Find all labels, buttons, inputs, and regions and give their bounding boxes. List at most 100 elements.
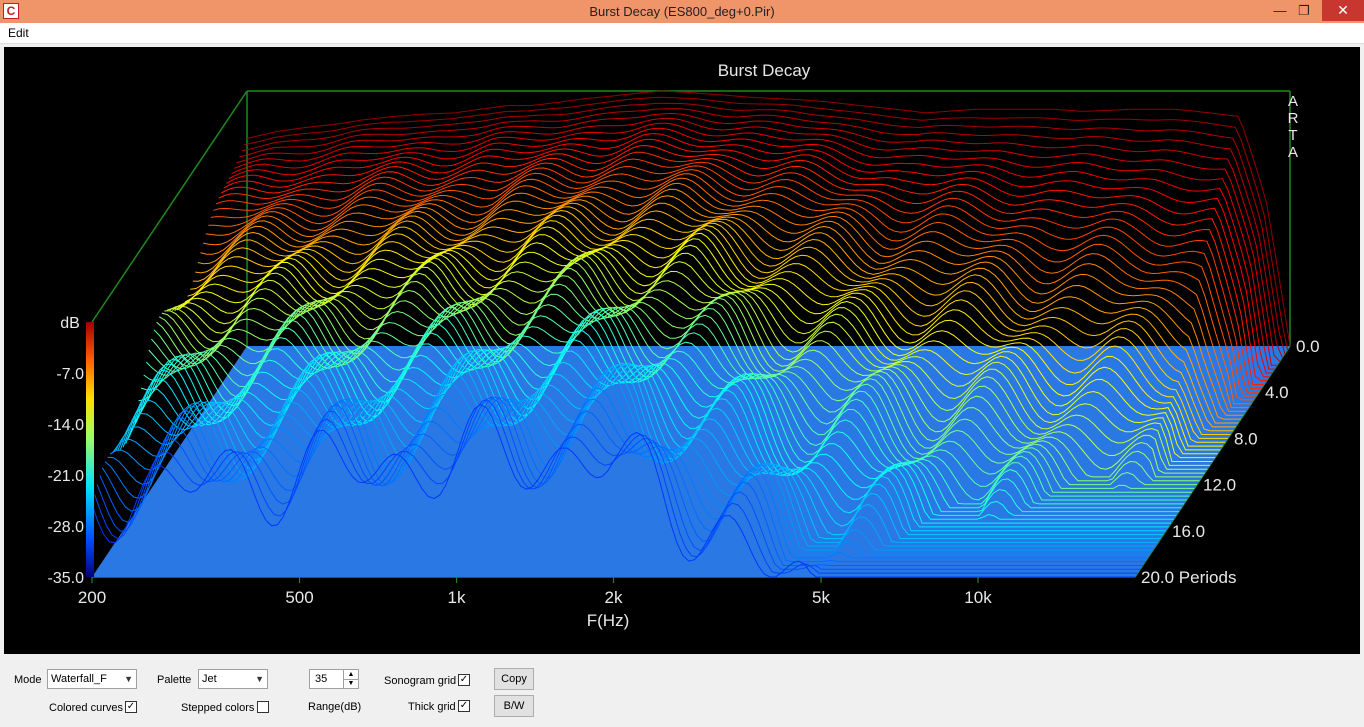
decay-slice-line [218, 151, 1262, 389]
chevron-down-icon: ▼ [124, 674, 133, 684]
x-tick-label: 10k [964, 588, 992, 607]
x-axis-ticks: 200 500 1k 2k 5k 10k [78, 577, 992, 607]
y-tick-label: -21.0 [48, 468, 85, 485]
window-title: Burst Decay (ES800_deg+0.Pir) [589, 4, 775, 19]
decay-slice-line [161, 261, 1205, 474]
mode-label: Mode [14, 674, 42, 686]
decay-slice-line [153, 283, 1197, 486]
colored-curves-label: Colored curves [49, 702, 123, 714]
x-axis-label: F(Hz) [587, 611, 629, 630]
palette-label: Palette [157, 674, 192, 686]
palette-select[interactable]: Jet ▼ [198, 669, 268, 689]
decay-slice-line [220, 144, 1265, 385]
sonogram-grid-checkbox[interactable]: ✓ [458, 674, 470, 686]
colored-curves-checkbox[interactable]: ✓ [125, 701, 137, 713]
decay-slice-line [228, 127, 1272, 374]
decay-slice-line [114, 363, 1159, 543]
mode-select[interactable]: Waterfall_F ▼ [47, 669, 137, 689]
decay-slice-line [233, 117, 1278, 366]
watermark-letter: A [1288, 144, 1298, 161]
z-tick-label: 20.0 Periods [1141, 568, 1236, 587]
thick-grid-checkbox[interactable]: ✓ [458, 700, 470, 712]
decay-slice-line [184, 220, 1228, 439]
decay-slice-line [203, 182, 1247, 412]
maximize-button[interactable]: ❐ [1298, 3, 1310, 18]
z-tick-label: 8.0 [1234, 429, 1258, 448]
stepped-colors-checkbox[interactable] [257, 701, 269, 713]
decay-slice-line [223, 138, 1267, 382]
menu-item-edit[interactable]: Edit [8, 26, 29, 40]
spin-down-icon[interactable]: ▼ [343, 679, 358, 688]
title-bar: C Burst Decay (ES800_deg+0.Pir) — ❐ ✕ [0, 0, 1364, 23]
mode-value: Waterfall_F [51, 673, 107, 685]
decay-slice-line [164, 257, 1208, 470]
decay-slice-line [226, 133, 1270, 378]
z-axis-ticks: 0.0 4.0 8.0 12.0 16.0 20.0 Periods [1141, 337, 1320, 587]
y-axis-label: dB [60, 315, 80, 332]
palette-value: Jet [202, 673, 217, 685]
chevron-down-icon: ▼ [255, 674, 264, 684]
color-scale-bar [86, 322, 94, 577]
copy-button[interactable]: Copy [494, 668, 534, 690]
close-button[interactable]: ✕ [1322, 0, 1364, 21]
z-tick-label: 4.0 [1265, 383, 1289, 402]
x-tick-label: 2k [605, 588, 623, 607]
decay-slice-line [104, 387, 1148, 559]
watermark-letter: T [1288, 127, 1297, 144]
decay-slice-line [94, 400, 1138, 574]
decay-slice-line [135, 316, 1179, 513]
decay-slice-line [246, 90, 1291, 347]
x-tick-label: 5k [812, 588, 830, 607]
y-axis-ticks: -7.0 -14.0 -21.0 -28.0 -35.0 [48, 366, 85, 587]
x-tick-label: 500 [285, 588, 313, 607]
decay-slice-line [171, 250, 1216, 459]
chart-title: Burst Decay [718, 61, 811, 80]
decay-slice-line [101, 397, 1146, 563]
decay-slice-line [210, 169, 1254, 401]
range-spinner[interactable]: 35 ▲ ▼ [309, 669, 359, 689]
y-tick-label: -35.0 [48, 570, 85, 587]
thick-grid-label: Thick grid [408, 701, 456, 713]
decay-slice-line [231, 122, 1275, 370]
decay-slice-line [143, 307, 1187, 501]
z-tick-label: 0.0 [1296, 337, 1320, 356]
stepped-colors-label: Stepped colors [181, 702, 255, 714]
decay-slice-line [117, 357, 1161, 539]
decay-slice-line [174, 244, 1218, 455]
watermark-letter: R [1288, 110, 1299, 127]
decay-slice-line [239, 108, 1283, 358]
decay-slice-line [112, 366, 1156, 547]
decay-slice-line [91, 404, 1135, 578]
decay-slice-line [176, 238, 1221, 451]
decay-curves [91, 90, 1291, 578]
z-tick-label: 16.0 [1172, 522, 1205, 541]
decay-slice-line [215, 158, 1259, 393]
decay-slice-line [127, 339, 1172, 524]
spin-up-icon[interactable]: ▲ [343, 670, 358, 680]
range-label: Range(dB) [308, 701, 362, 713]
decay-slice-line [156, 275, 1200, 482]
decay-slice-line [236, 112, 1281, 362]
decay-slice-line [187, 214, 1231, 435]
arta-app-icon[interactable]: C [3, 3, 19, 19]
decay-slice-line [192, 206, 1236, 428]
decay-slice-line [166, 254, 1210, 466]
decay-slice-line [130, 330, 1174, 520]
decay-slice-line [200, 188, 1244, 416]
x-tick-label: 200 [78, 588, 106, 607]
decay-slice-line [125, 348, 1169, 528]
decay-slice-line [205, 177, 1249, 409]
decay-slice-line [208, 173, 1252, 405]
control-panel: Mode Waterfall_F ▼ Palette Jet ▼ 35 ▲ ▼ … [0, 655, 1364, 727]
bw-button[interactable]: B/W [494, 695, 534, 717]
minimize-button[interactable]: — [1273, 3, 1287, 18]
decay-slice-line [109, 371, 1154, 551]
decay-slice-line [158, 267, 1203, 478]
z-tick-label: 12.0 [1203, 476, 1236, 495]
y-tick-label: -28.0 [48, 519, 85, 536]
watermark-letter: A [1288, 93, 1298, 110]
decay-slice-line [132, 321, 1177, 516]
